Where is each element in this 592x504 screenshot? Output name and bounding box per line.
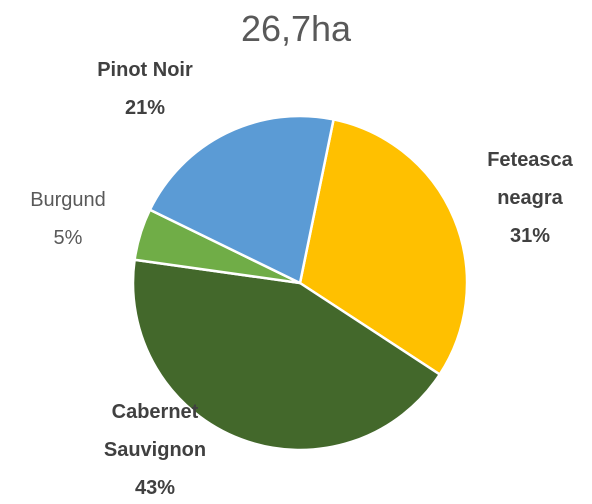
- value-label: 21%: [124, 97, 166, 119]
- category-label: Pinot Noir: [97, 59, 193, 81]
- category-label: Cabernet Sauvignon: [103, 401, 207, 461]
- data-label: Feteasca neagra 31%: [475, 141, 585, 255]
- pie-slice: [298, 117, 469, 377]
- category-label: Burgund: [30, 189, 106, 211]
- category-label: Feteasca neagra: [487, 149, 573, 209]
- pie-slice: [148, 114, 336, 285]
- pie-slice: [131, 258, 442, 452]
- data-label: Burgund 5%: [18, 181, 118, 257]
- value-label: 5%: [53, 227, 83, 249]
- data-label: Cabernet Sauvignon 43%: [80, 393, 230, 504]
- value-label: 31%: [509, 225, 551, 247]
- chart-title: 26,7ha: [240, 8, 352, 49]
- value-label: 43%: [134, 477, 176, 499]
- data-label: Pinot Noir 21%: [65, 51, 225, 127]
